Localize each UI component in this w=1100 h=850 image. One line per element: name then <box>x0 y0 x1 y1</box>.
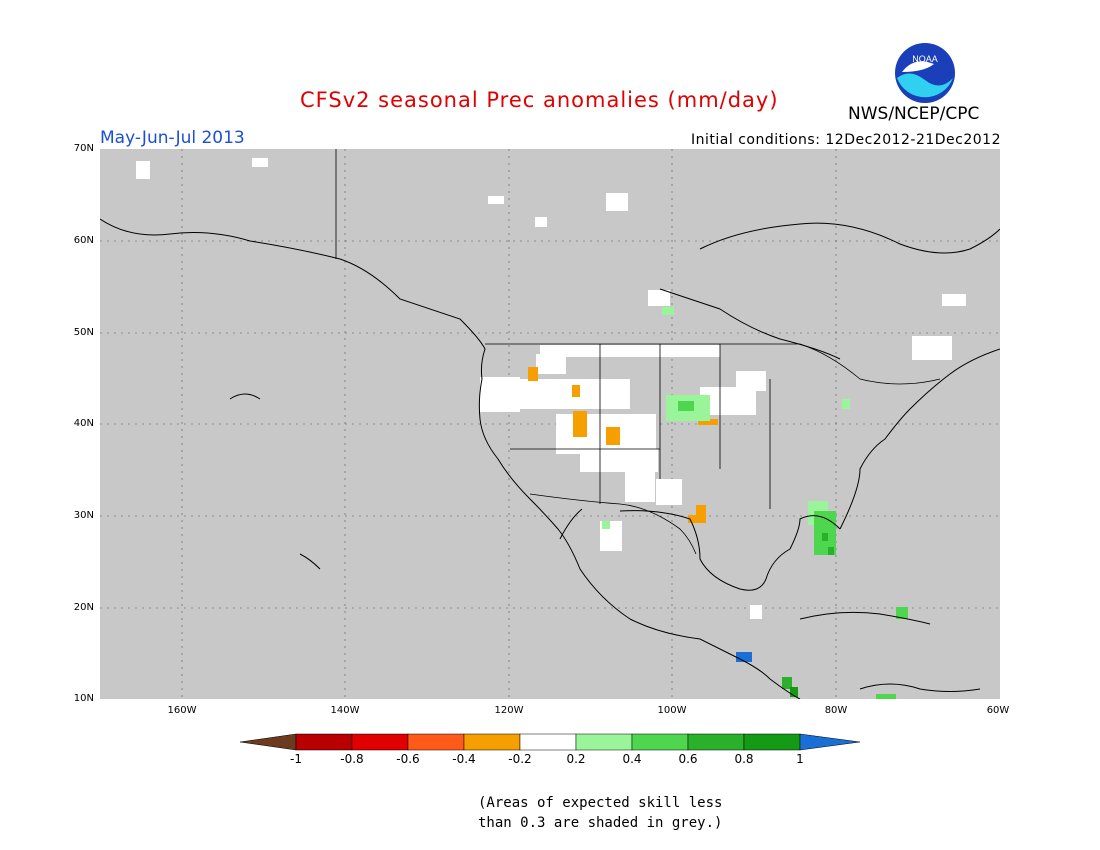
chart-title: CFSv2 seasonal Prec anomalies (mm/day) <box>300 88 779 112</box>
colorbar-segment <box>631 733 689 751</box>
colorbar <box>240 733 860 751</box>
colorbar-segment <box>463 733 521 751</box>
lon-label: 120W <box>494 705 524 716</box>
colorbar-label: -0.2 <box>508 752 532 766</box>
colorbar-label: 0.8 <box>734 752 754 766</box>
colorbar-segment <box>687 733 745 751</box>
political-borders <box>335 149 941 555</box>
colorbar-lower-arrow <box>240 733 297 751</box>
dry-anomaly-areas <box>528 367 718 523</box>
strong-wet-area <box>736 652 752 662</box>
colorbar-segment <box>407 733 465 751</box>
colorbar-label: -0.6 <box>396 752 420 766</box>
colorbar-segment <box>351 733 409 751</box>
lon-label: 80W <box>824 705 848 716</box>
colorbar-label: -0.8 <box>340 752 364 766</box>
near-zero-areas <box>136 158 966 619</box>
colorbar-label: -0.4 <box>452 752 476 766</box>
initial-conditions: Initial conditions: 12Dec2012-21Dec2012 <box>691 132 1001 148</box>
colorbar-segment <box>519 733 577 751</box>
forecast-period: May-Jun-Jul 2013 <box>100 128 245 148</box>
colorbar-label: 1 <box>796 752 804 766</box>
lat-label: 40N <box>73 418 94 429</box>
lat-label: 70N <box>73 143 94 154</box>
skill-note-line1: (Areas of expected skill less <box>478 795 723 811</box>
colorbar-upper-arrow <box>799 733 860 751</box>
colorbar-segment <box>743 733 801 751</box>
lon-label: 60W <box>986 705 1010 716</box>
lon-label: 160W <box>167 705 197 716</box>
skill-note-line2: than 0.3 are shaded in grey.) <box>478 815 723 831</box>
lat-label: 10N <box>73 693 94 704</box>
colorbar-label: 0.4 <box>622 752 642 766</box>
grid-lines <box>100 149 1000 699</box>
colorbar-label: 0.6 <box>678 752 698 766</box>
svg-text:NOAA: NOAA <box>912 54 938 64</box>
colorbar-segment <box>575 733 633 751</box>
precip-anomaly-map: 70N 60N 50N 40N 30N 20N 10N 160W 140W 12… <box>74 143 1010 716</box>
map-canvas <box>99 149 1001 700</box>
lat-label: 20N <box>73 602 94 613</box>
agency-label: NWS/NCEP/CPC <box>848 104 980 124</box>
lat-label: 60N <box>73 235 94 246</box>
colorbar-label: -1 <box>290 752 302 766</box>
noaa-logo: NOAA <box>895 43 955 103</box>
lat-label: 50N <box>73 327 94 338</box>
wet-anomaly-areas <box>602 307 908 699</box>
skill-note: (Areas of expected skill less than 0.3 a… <box>478 793 738 833</box>
lon-label: 140W <box>330 705 360 716</box>
lon-label: 100W <box>657 705 687 716</box>
coastlines <box>99 218 1001 700</box>
colorbar-segment <box>295 733 353 751</box>
lat-label: 30N <box>73 510 94 521</box>
colorbar-label: 0.2 <box>566 752 586 766</box>
